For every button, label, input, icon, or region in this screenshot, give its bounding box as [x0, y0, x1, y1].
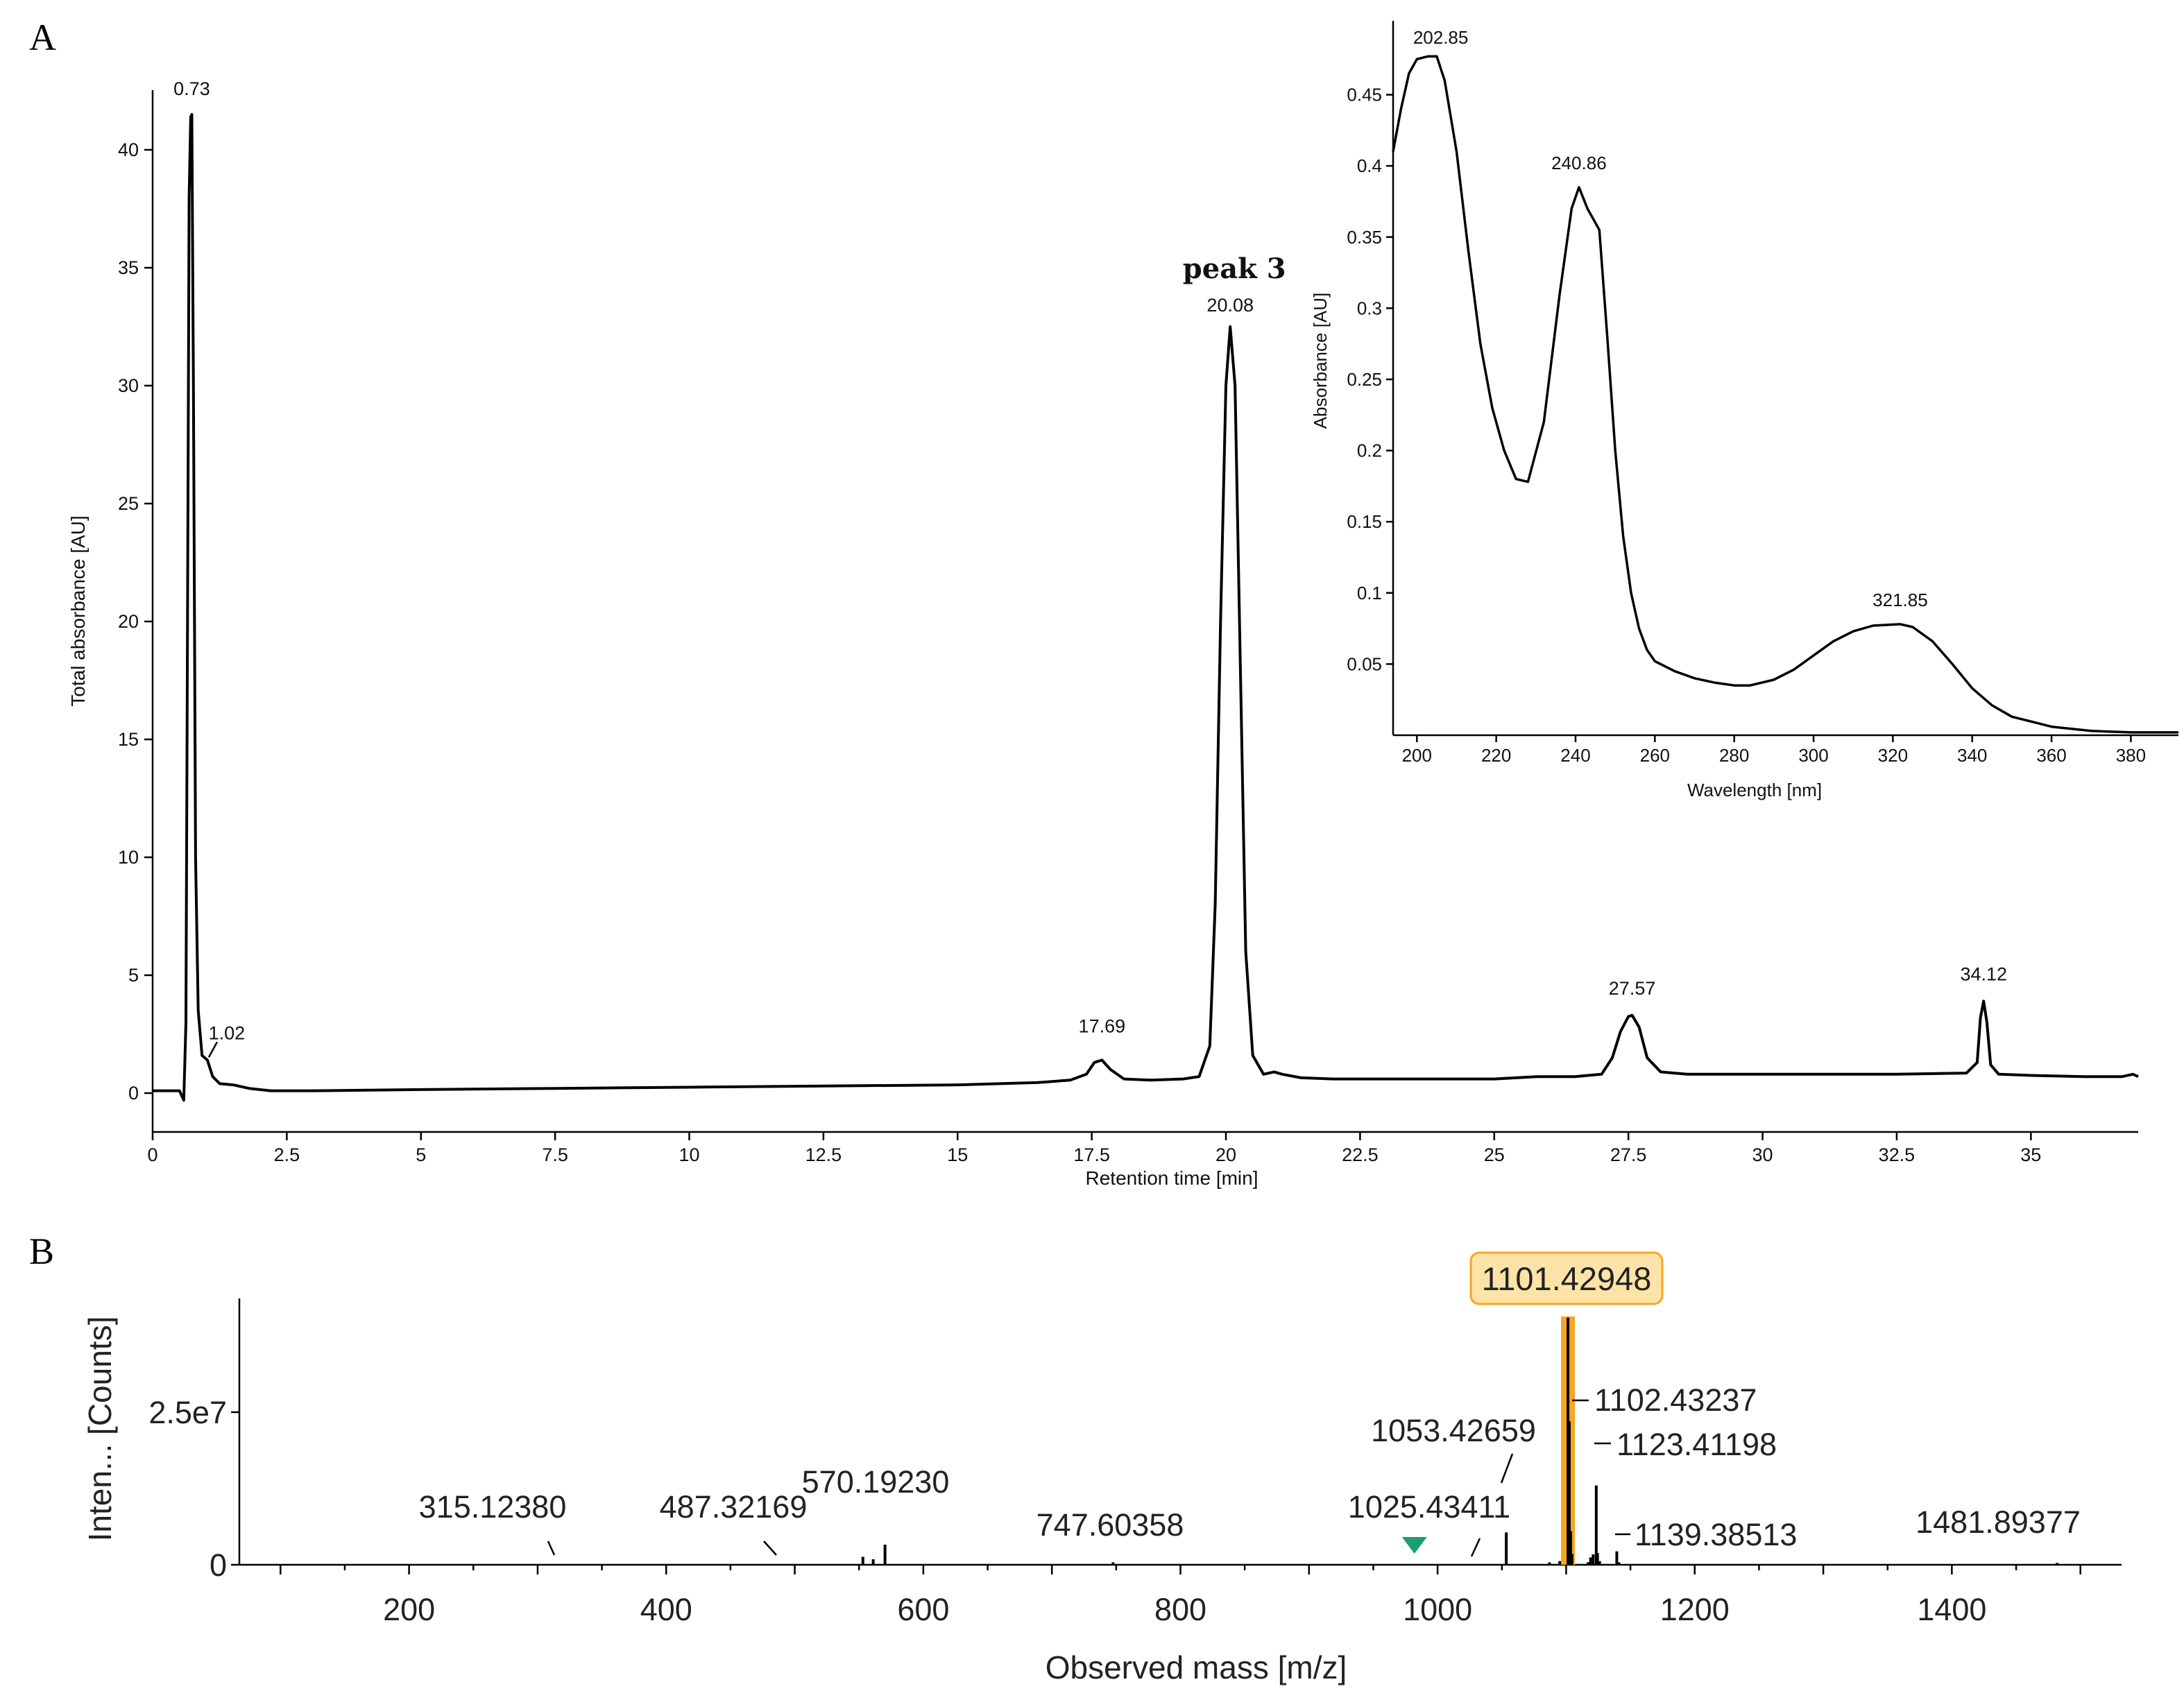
- uv-x-tick-label: 260: [1640, 745, 1670, 766]
- ms-peak-label: 487.32169: [660, 1489, 808, 1525]
- uv-spectrum-inset: 200 220 240 260 280 300 320 340 360 380 0.05 0.1 0.1…: [1310, 21, 2178, 800]
- ms-x-axis-label: Observed mass [m/z]: [1046, 1649, 1347, 1685]
- uv-x-tick-label: 340: [1957, 745, 1987, 766]
- uv-y-tick-label: 0.1: [1357, 583, 1382, 603]
- ms-peak-label: 315.12380: [419, 1489, 567, 1525]
- uv-y-tick-label: 0.25: [1347, 369, 1382, 390]
- ms-y-axis-label: Inten... [Counts]: [82, 1316, 118, 1542]
- chromatogram-y-tick-label: 25: [118, 493, 139, 514]
- chromatogram-x-axis-label: Retention time [min]: [1086, 1167, 1259, 1189]
- ms-x-tick-label: 1400: [1917, 1592, 1986, 1627]
- mass-spectrum-chart: 200 400 600 800 1000 1200 1400 0 2.5e7 Observed m…: [82, 1251, 2122, 1685]
- uv-y-tick-label: 0.05: [1347, 653, 1382, 674]
- ms-peak-label: 1053.42659: [1371, 1413, 1536, 1448]
- ms-marker-triangle: [1401, 1537, 1427, 1554]
- uv-x-tick-label: 200: [1402, 745, 1432, 766]
- ms-peak-leader: [547, 1540, 556, 1556]
- uv-peak-label: 321.85: [1872, 590, 1928, 610]
- ms-y-tick-label: 0: [210, 1547, 227, 1583]
- ms-x-tick-label: 200: [383, 1592, 435, 1627]
- chromatogram-y-tick-label: 5: [128, 965, 139, 986]
- uv-spectrum-trace: [1392, 55, 2178, 734]
- uv-x-tick-label: 240: [1560, 745, 1590, 766]
- chromatogram-chart: 0 2.5 5 7.5 10 12.5 15 17.5 20 22.5 25 27.5 30 32.5 35…: [67, 78, 2139, 1189]
- ms-peak-label: 1139.38513: [1635, 1517, 1797, 1552]
- uv-y-tick-label: 0.35: [1347, 227, 1382, 248]
- chromatogram-x-tick-label: 7.5: [542, 1144, 568, 1165]
- chromatogram-y-tick-label: 10: [118, 847, 139, 868]
- chromatogram-y-tick-label: 0: [128, 1083, 139, 1104]
- chromatogram-x-tick-label: 25: [1484, 1144, 1505, 1165]
- chromatogram-y-axis-label: Total absorbance [AU]: [67, 515, 89, 707]
- ms-peak-label: 1025.43411: [1348, 1489, 1510, 1525]
- chromatogram-x-tick-label: 5: [416, 1144, 426, 1165]
- uv-x-tick-label: 380: [2116, 745, 2146, 766]
- uv-peak-label: 202.85: [1413, 27, 1469, 48]
- uv-y-tick-label: 0.3: [1357, 298, 1382, 318]
- ms-x-tick-label: 1000: [1403, 1592, 1472, 1627]
- chromatogram-x-tick-label: 17.5: [1073, 1144, 1110, 1165]
- ms-y-tick-label: 2.5e7: [148, 1395, 227, 1430]
- chromatogram-y-tick-label: 30: [118, 375, 139, 396]
- uv-y-axis-label: Absorbance [AU]: [1310, 293, 1331, 429]
- ms-x-tick-label: 600: [897, 1592, 949, 1627]
- uv-y-tick-label: 0.45: [1347, 85, 1382, 105]
- chromatogram-peak-label: 34.12: [1960, 963, 2007, 984]
- chromatogram-x-tick-label: 12.5: [805, 1144, 842, 1165]
- chromatogram-x-tick-label: 15: [947, 1144, 968, 1165]
- uv-x-tick-label: 300: [1798, 745, 1828, 766]
- chromatogram-y-tick-label: 40: [118, 139, 139, 160]
- chromatogram-y-tick-label: 20: [118, 611, 139, 632]
- chromatogram-x-tick-label: 20: [1215, 1144, 1236, 1165]
- uv-y-tick-label: 0.2: [1357, 440, 1382, 461]
- uv-x-tick-label: 320: [1878, 745, 1908, 766]
- uv-x-tick-label: 220: [1481, 745, 1511, 766]
- chromatogram-x-tick-label: 32.5: [1879, 1144, 1916, 1165]
- chromatogram-y-tick-label: 15: [118, 729, 139, 750]
- ms-peak-label: 1102.43237: [1594, 1382, 1757, 1418]
- uv-y-tick-label: 0.15: [1347, 511, 1382, 532]
- peak-3-annotation: peak 3: [1183, 252, 1286, 285]
- chromatogram-peak-label: 1.02: [209, 1022, 246, 1043]
- chromatogram-peak-leader: [207, 1041, 218, 1058]
- chromatogram-trace: [153, 113, 2139, 1102]
- chromatogram-x-tick-label: 27.5: [1610, 1144, 1647, 1165]
- chromatogram-x-tick-label: 0: [147, 1144, 157, 1165]
- chromatogram-x-tick-label: 2.5: [274, 1144, 300, 1165]
- panel-a-label: A: [29, 17, 56, 58]
- uv-y-tick-label: 0.4: [1357, 155, 1382, 176]
- chromatogram-x-tick-label: 10: [679, 1144, 699, 1165]
- chromatogram-y-tick-label: 35: [118, 257, 139, 278]
- ms-peak-label: 1481.89377: [1916, 1504, 2081, 1540]
- ms-highlighted-peak-label: 1101.42948: [1482, 1260, 1652, 1297]
- ms-peak-label: 1123.41198: [1616, 1427, 1777, 1462]
- chromatogram-peak-label: 20.08: [1206, 295, 1254, 316]
- panel-b-label: B: [29, 1230, 54, 1272]
- chromatogram-peak-label: 27.57: [1609, 978, 1656, 999]
- ms-highlight-box: [1469, 1251, 1664, 1305]
- uv-x-axis-label: Wavelength [nm]: [1687, 780, 1822, 800]
- ms-x-tick-label: 800: [1154, 1592, 1206, 1627]
- ms-peak-label: 570.19230: [802, 1464, 950, 1500]
- ms-peak-leader: [1470, 1538, 1481, 1557]
- chromatogram-peak-label: 17.69: [1079, 1015, 1126, 1036]
- uv-peak-label: 240.86: [1551, 153, 1607, 173]
- chromatogram-x-tick-label: 30: [1752, 1144, 1773, 1165]
- chromatogram-x-tick-label: 35: [2020, 1144, 2041, 1165]
- chromatogram-x-tick-label: 22.5: [1342, 1144, 1379, 1165]
- uv-x-tick-label: 280: [1719, 745, 1749, 766]
- ms-x-tick-label: 400: [640, 1592, 692, 1627]
- ms-peak-leader: [1500, 1453, 1514, 1484]
- ms-peak-label: 747.60358: [1036, 1507, 1184, 1543]
- uv-x-tick-label: 360: [2036, 745, 2066, 766]
- chromatogram-peak-label: 0.73: [173, 78, 210, 99]
- ms-peak-leader: [763, 1540, 777, 1556]
- ms-x-tick-label: 1200: [1660, 1592, 1730, 1627]
